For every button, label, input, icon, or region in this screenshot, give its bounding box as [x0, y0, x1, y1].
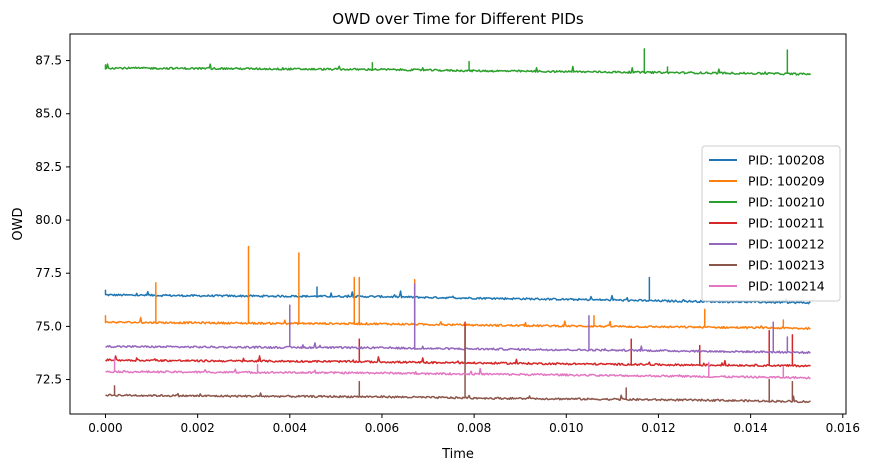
x-tick-label: 0.016	[826, 421, 860, 435]
series-line-5	[105, 283, 811, 355]
x-tick-label: 0.008	[457, 421, 491, 435]
y-tick-label: 87.5	[35, 54, 62, 68]
legend-label: PID: 100211	[748, 216, 825, 231]
x-tick-label: 0.000	[88, 421, 122, 435]
x-tick-label: 0.004	[273, 421, 307, 435]
plot-area	[104, 48, 812, 404]
legend-label: PID: 100208	[748, 153, 825, 168]
y-tick-label: 82.5	[35, 160, 62, 174]
series-line-6	[105, 326, 811, 404]
series-line-1	[104, 276, 811, 305]
x-tick-label: 0.012	[641, 421, 675, 435]
legend-label: PID: 100212	[748, 237, 825, 252]
legend-label: PID: 100210	[748, 195, 825, 210]
y-tick-label: 72.5	[35, 373, 62, 387]
legend-label: PID: 100213	[748, 258, 825, 273]
series-line-4	[105, 321, 811, 368]
x-tick-label: 0.006	[365, 421, 399, 435]
series-line-2	[104, 245, 811, 331]
legend-box	[701, 145, 841, 302]
series-line-3	[104, 48, 812, 76]
x-tick-label: 0.010	[549, 421, 583, 435]
axes-frame	[69, 33, 847, 415]
x-tick-label: 0.014	[733, 421, 767, 435]
chart-title: OWD over Time for Different PIDs	[332, 10, 584, 28]
y-tick-label: 77.5	[35, 266, 62, 280]
x-axis: 0.000 0.002 0.004 0.006 0.008 0.010 0.012 0.014…	[88, 414, 860, 435]
y-tick-label: 80.0	[35, 213, 62, 227]
series-line-7	[105, 357, 811, 380]
y-axis: 72.5 75.0 77.5 80.0 82.5 85.0 87.5	[35, 54, 70, 387]
y-tick-label: 85.0	[35, 107, 62, 121]
x-axis-title: Time	[441, 447, 474, 462]
y-axis-title: OWD	[11, 207, 26, 240]
legend: PID: 100208 PID: 100209 PID: 100210 PID: 10…	[701, 145, 841, 302]
legend-label: PID: 100209	[748, 174, 825, 189]
y-tick-label: 75.0	[35, 319, 62, 333]
x-tick-label: 0.002	[180, 421, 214, 435]
legend-label: PID: 100214	[748, 279, 825, 294]
